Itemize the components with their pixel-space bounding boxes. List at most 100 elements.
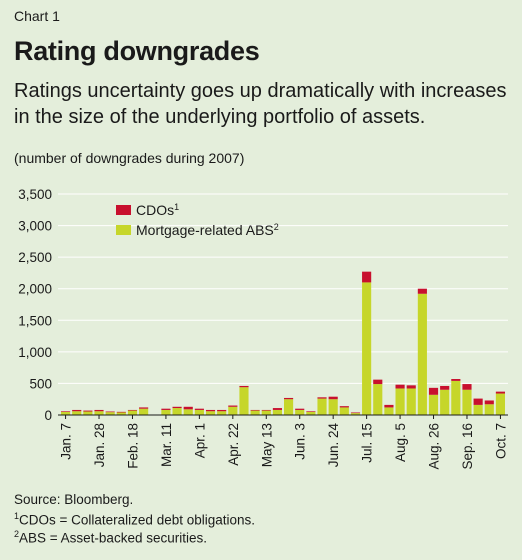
- bar-cdos: [328, 396, 338, 400]
- bar-abs: [451, 380, 461, 415]
- bar-cdos: [183, 406, 193, 410]
- bar-cdos: [362, 271, 372, 283]
- bar-abs: [373, 384, 383, 415]
- bar-cdos: [373, 379, 383, 385]
- bar-cdos: [172, 406, 182, 409]
- bar-cdos: [228, 405, 238, 407]
- bar-cdos: [350, 412, 361, 414]
- bar-abs: [83, 411, 93, 415]
- bar-abs: [139, 408, 149, 415]
- bar-cdos: [428, 387, 439, 395]
- bar-abs: [61, 411, 71, 415]
- bar-cdos: [239, 385, 249, 388]
- x-tick-label: Mar. 11: [159, 423, 174, 467]
- footnote-2-text: ABS = Asset-backed securities.: [19, 530, 207, 546]
- bar-abs: [161, 409, 171, 415]
- x-tick-label: Jan. 28: [92, 423, 107, 467]
- bar-cdos: [417, 288, 427, 294]
- x-tick-label: Oct. 7: [493, 423, 508, 459]
- x-tick-label: Sep. 16: [460, 423, 475, 470]
- bar-cdos: [451, 379, 461, 381]
- bar-abs: [205, 411, 216, 415]
- bar-cdos: [295, 408, 305, 410]
- chart-title: Rating downgrades: [14, 36, 260, 66]
- bar-abs: [495, 393, 505, 415]
- bar-abs: [395, 388, 405, 415]
- bar-abs: [194, 409, 204, 415]
- bar-cdos: [194, 408, 204, 410]
- bar-abs: [284, 399, 294, 415]
- bar-cdos: [462, 384, 472, 390]
- bar-abs: [295, 409, 305, 415]
- bar-cdos: [105, 411, 115, 413]
- bar-abs: [217, 411, 227, 415]
- bar-cdos: [161, 408, 171, 410]
- bar-abs: [94, 411, 104, 415]
- y-tick-label: 500: [29, 376, 52, 391]
- bar-cdos: [139, 407, 149, 409]
- bar-abs: [362, 282, 372, 415]
- bar-cdos: [72, 409, 82, 412]
- y-tick-label: 3,000: [18, 219, 52, 234]
- bar-abs: [440, 389, 450, 415]
- x-tick-label: Apr. 1: [192, 423, 207, 458]
- x-tick-label: Jun. 24: [326, 423, 341, 468]
- bar-cdos: [473, 398, 483, 405]
- bar-abs: [462, 389, 472, 415]
- y-tick-label: 3,500: [18, 187, 52, 202]
- bar-cdos: [395, 384, 405, 389]
- bar-cdos: [484, 400, 494, 405]
- bar-abs: [384, 407, 394, 415]
- footnote-2: 2ABS = Asset-backed securities.: [14, 529, 207, 546]
- bar-cdos: [205, 409, 216, 412]
- bar-abs: [261, 410, 271, 415]
- bar-abs: [350, 413, 361, 415]
- bars: [61, 271, 505, 415]
- bar-cdos: [261, 409, 271, 411]
- bar-abs: [116, 412, 126, 415]
- x-tick-label: Feb. 18: [125, 423, 140, 469]
- bar-cdos: [306, 411, 316, 412]
- y-tick-label: 0: [44, 408, 52, 423]
- bar-cdos: [250, 409, 260, 411]
- bar-cdos: [406, 385, 416, 389]
- legend-swatch: [116, 205, 131, 215]
- footnote-1-mark: 1: [14, 511, 20, 521]
- bar-cdos: [61, 411, 71, 412]
- bar-abs: [105, 412, 115, 415]
- x-tick-label: Jun. 3: [293, 423, 308, 460]
- y-tick-label: 1,000: [18, 345, 52, 360]
- gridlines: [58, 193, 508, 415]
- bar-cdos: [384, 404, 394, 408]
- bar-cdos: [127, 409, 138, 411]
- x-tick-label: Aug. 26: [427, 423, 442, 470]
- bar-chart: 0 500 1,000 1,500 2,000 2,500 3,000 3,500 Jan. 7…: [18, 187, 508, 470]
- bar-abs: [250, 410, 260, 415]
- y-tick-label: 2,000: [18, 282, 52, 297]
- bar-abs: [239, 387, 249, 415]
- bar-abs: [183, 409, 193, 415]
- bar-abs: [484, 404, 494, 415]
- footnote-1-text: CDOs = Collateralized debt obligations.: [19, 512, 256, 528]
- footnote-2-mark: 2: [14, 529, 20, 539]
- bar-abs: [306, 411, 316, 415]
- bar-abs: [228, 406, 238, 415]
- bar-cdos: [94, 409, 104, 412]
- x-tick-label: Apr. 22: [226, 423, 241, 466]
- source-note: Source: Bloomberg.: [14, 492, 134, 507]
- bar-abs: [127, 410, 138, 415]
- bar-abs: [339, 407, 349, 415]
- bar-cdos: [317, 397, 327, 399]
- x-tick-label: Jan. 7: [59, 423, 74, 460]
- bar-abs: [473, 404, 483, 415]
- bar-cdos: [83, 410, 93, 412]
- bar-abs: [72, 411, 82, 415]
- chart-subtitle: Ratings uncertainty goes up dramatically…: [14, 80, 507, 128]
- footnote-1: 1CDOs = Collateralized debt obligations.: [14, 511, 255, 528]
- bar-abs: [317, 398, 327, 415]
- bar-cdos: [495, 391, 505, 394]
- bar-cdos: [116, 411, 126, 413]
- legend-label: CDOs1: [136, 202, 179, 218]
- bar-abs: [272, 409, 282, 415]
- x-tick-label: May 13: [259, 423, 274, 467]
